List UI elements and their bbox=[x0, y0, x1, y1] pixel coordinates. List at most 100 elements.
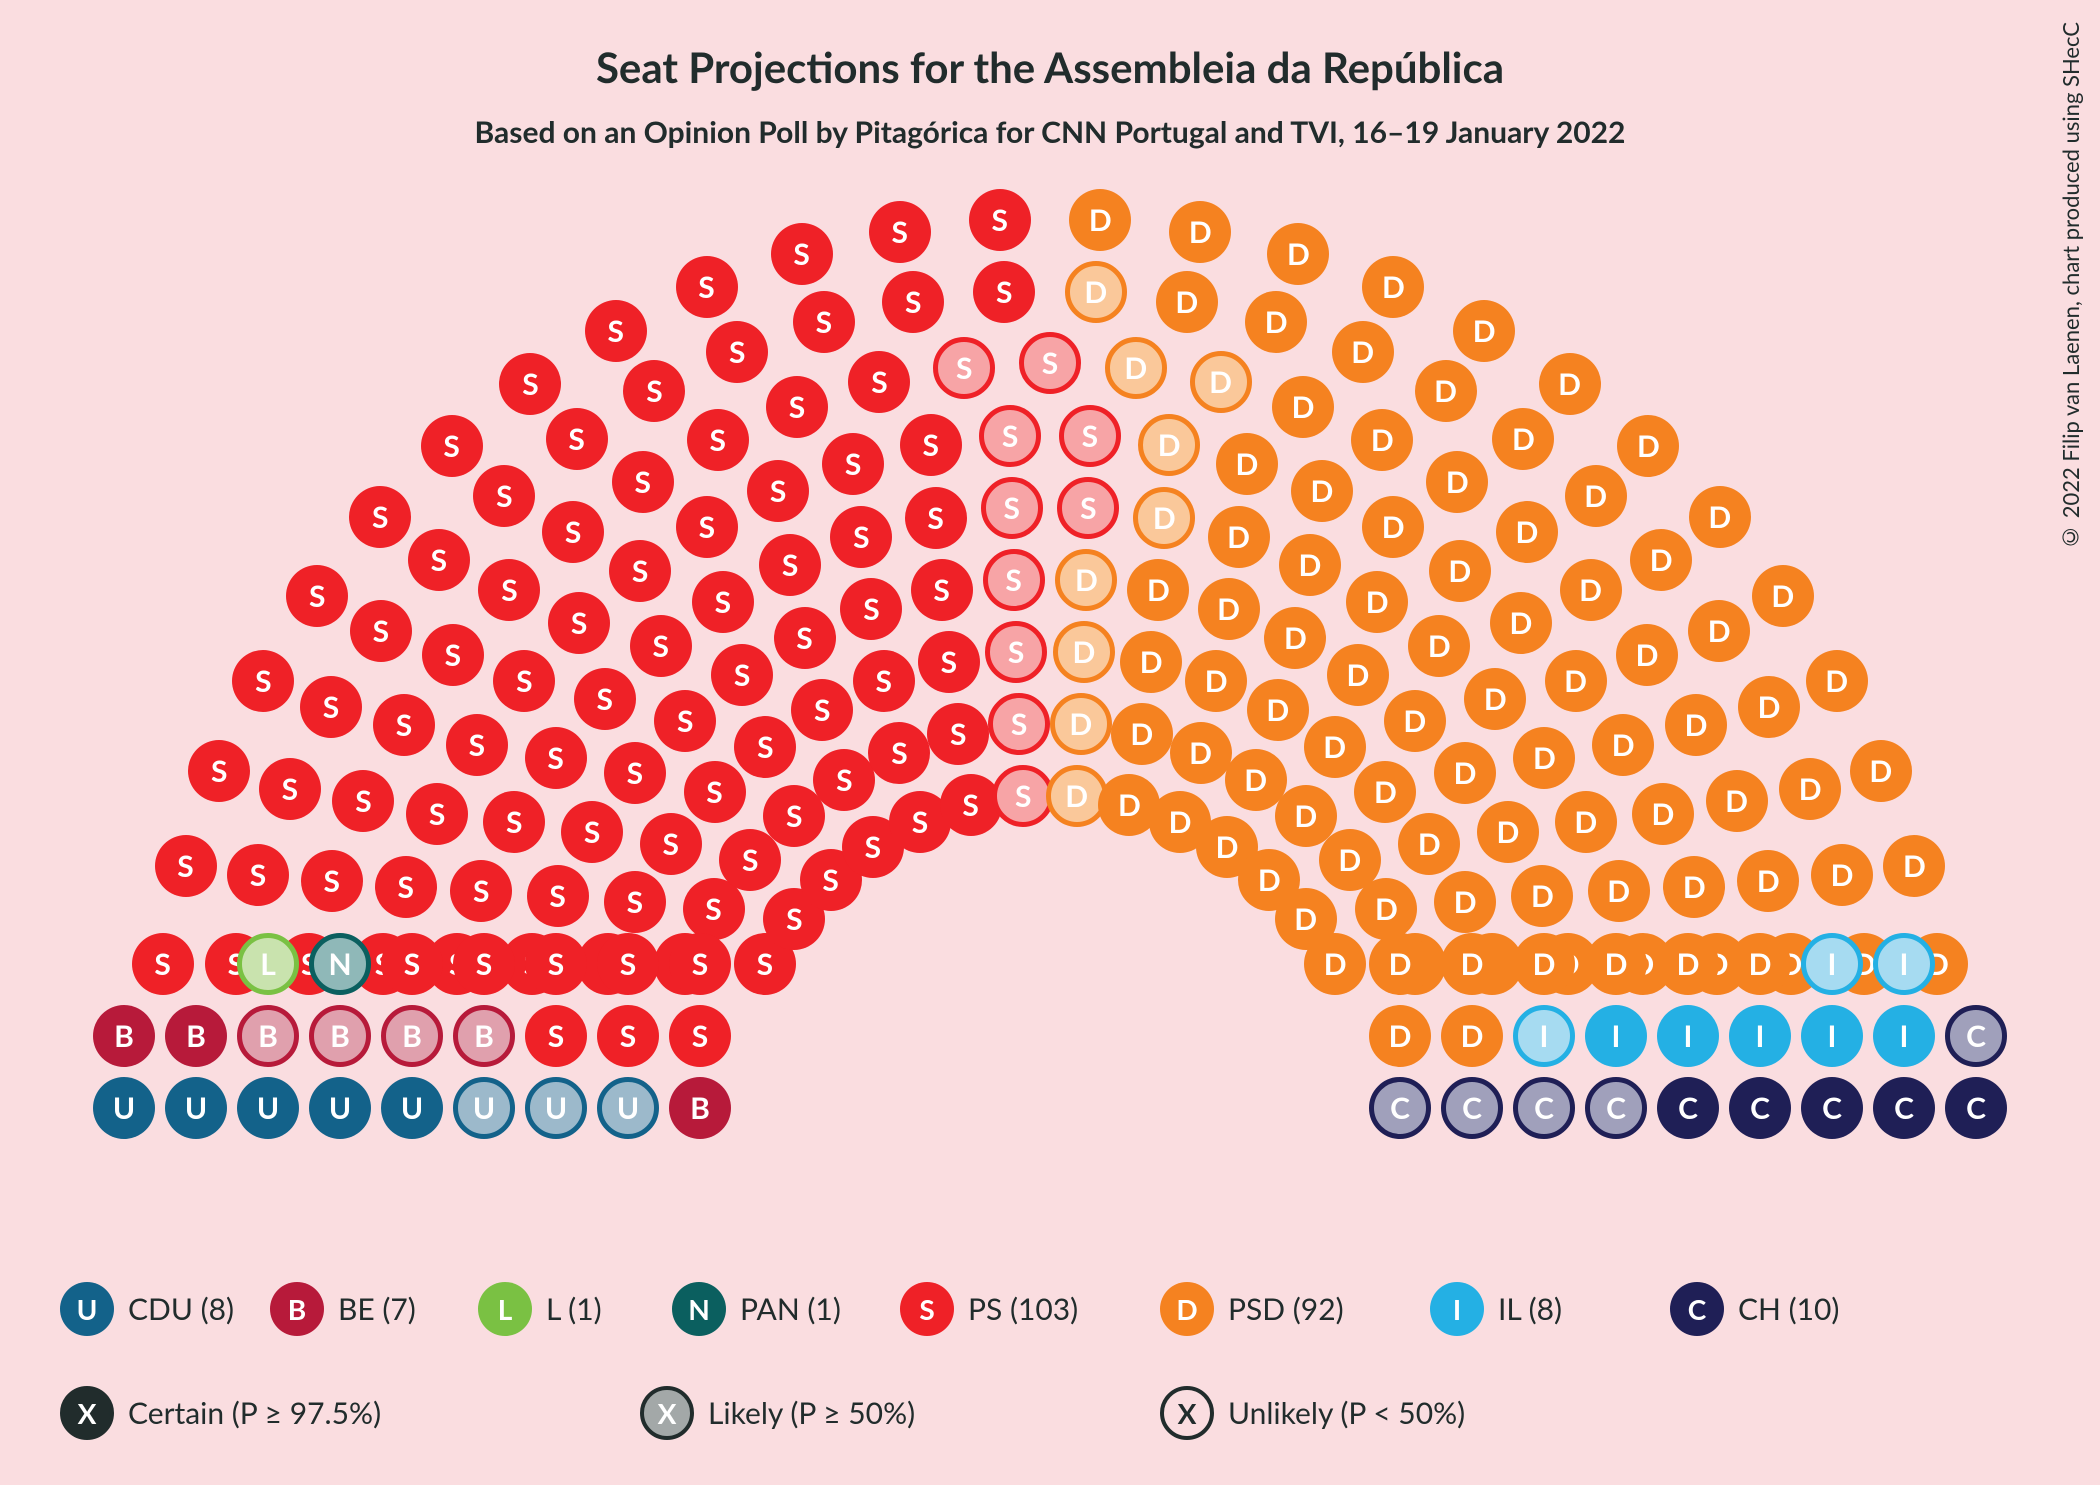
seat-psd: D bbox=[1511, 865, 1573, 927]
seat-ch: C bbox=[1873, 1077, 1935, 1139]
seat-psd: D bbox=[1630, 529, 1692, 591]
seat-letter: S bbox=[473, 876, 489, 906]
seat-letter: D bbox=[1351, 337, 1374, 367]
seat-letter: D bbox=[1708, 616, 1731, 646]
seat-letter: S bbox=[699, 512, 715, 542]
seat-ps: S bbox=[759, 534, 821, 596]
seat-ps: S bbox=[1059, 405, 1121, 467]
seat-psd: D bbox=[1729, 933, 1791, 995]
seat-letter: S bbox=[608, 316, 624, 346]
seat-letter: D bbox=[1118, 790, 1141, 820]
seat-letter: D bbox=[1434, 376, 1457, 406]
seat-psd: D bbox=[1170, 722, 1232, 784]
seat-letter: D bbox=[1140, 647, 1163, 677]
seat-letter: S bbox=[404, 949, 420, 979]
seat-letter: S bbox=[742, 845, 758, 875]
seat-letter: C bbox=[1966, 1093, 1986, 1123]
seat-be: B bbox=[165, 1005, 227, 1067]
seat-ps: S bbox=[597, 933, 659, 995]
seat-letter: D bbox=[1265, 307, 1288, 337]
seat-letter: D bbox=[1235, 449, 1258, 479]
seat-letter: S bbox=[865, 832, 881, 862]
seat-cdu: U bbox=[525, 1077, 587, 1139]
seat-psd: D bbox=[1065, 261, 1127, 323]
seat-psd: D bbox=[1632, 783, 1694, 845]
seat-letter: D bbox=[1382, 272, 1405, 302]
seat-cdu: U bbox=[597, 1077, 659, 1139]
seat-ps: S bbox=[132, 933, 194, 995]
seat-letter: D bbox=[1903, 851, 1926, 881]
seat-letter: S bbox=[1002, 421, 1018, 451]
seat-letter: D bbox=[1564, 666, 1587, 696]
seat-letter: D bbox=[1371, 425, 1394, 455]
legend-label: PS (103) bbox=[968, 1291, 1078, 1327]
legend-prob-swatch: X bbox=[640, 1386, 694, 1440]
seat-letter: C bbox=[1606, 1093, 1626, 1123]
seat-letter: D bbox=[1446, 467, 1469, 497]
legend-label: IL (8) bbox=[1498, 1291, 1562, 1327]
seat-ch: C bbox=[1369, 1077, 1431, 1139]
seat-letter: C bbox=[1894, 1093, 1914, 1123]
seat-psd: D bbox=[1272, 376, 1334, 438]
seat-cdu: U bbox=[93, 1077, 155, 1139]
seat-be: B bbox=[453, 1005, 515, 1067]
seat-letter: S bbox=[373, 616, 389, 646]
seat-letter: S bbox=[698, 272, 714, 302]
seat-letter: D bbox=[1075, 565, 1098, 595]
seat-psd: D bbox=[1737, 850, 1799, 912]
seat-letter: S bbox=[927, 503, 943, 533]
seat-letter: U bbox=[185, 1093, 207, 1123]
seat-ps: S bbox=[868, 722, 930, 784]
seat-letter: D bbox=[1757, 866, 1780, 896]
seat-letter: U bbox=[401, 1093, 423, 1123]
seat-ps: S bbox=[822, 433, 884, 495]
seat-ps: S bbox=[669, 1005, 731, 1067]
seat-letter: D bbox=[1209, 367, 1232, 397]
seat-ps: S bbox=[669, 933, 731, 995]
seat-il: I bbox=[1873, 1005, 1935, 1067]
seat-letter: D bbox=[1244, 765, 1267, 795]
seat-letter: D bbox=[1612, 730, 1635, 760]
seat-psd: D bbox=[1327, 644, 1389, 706]
legend-swatch: B bbox=[270, 1282, 324, 1336]
seat-letter: S bbox=[905, 287, 921, 317]
seat-letter: D bbox=[1771, 581, 1794, 611]
seat-psd: D bbox=[1555, 791, 1617, 853]
seat-letter: S bbox=[632, 556, 648, 586]
seat-psd: D bbox=[1539, 353, 1601, 415]
seat-ps: S bbox=[499, 353, 561, 415]
seat-psd: D bbox=[1545, 650, 1607, 712]
seat-psd: D bbox=[1513, 727, 1575, 789]
seat-letter: S bbox=[571, 608, 587, 638]
seat-cdu: U bbox=[237, 1077, 299, 1139]
seat-ps: S bbox=[561, 801, 623, 863]
seat-letter: S bbox=[620, 1021, 636, 1051]
seat-ps: S bbox=[548, 592, 610, 654]
seat-ps: S bbox=[546, 408, 608, 470]
seat-letter: S bbox=[469, 730, 485, 760]
seat-letter: D bbox=[1205, 666, 1228, 696]
seat-letter: C bbox=[1390, 1093, 1410, 1123]
seat-letter: S bbox=[729, 337, 745, 367]
seat-psd: D bbox=[1496, 501, 1558, 563]
seat-ps: S bbox=[609, 540, 671, 602]
chart-title: Seat Projections for the Assembleia da R… bbox=[0, 42, 2100, 92]
seat-letter: S bbox=[814, 695, 830, 725]
seat-letter: D bbox=[1324, 949, 1347, 979]
seat-letter: S bbox=[596, 684, 612, 714]
seat-letter: S bbox=[853, 522, 869, 552]
seat-ps: S bbox=[654, 690, 716, 752]
seat-letter: S bbox=[522, 369, 538, 399]
seat-psd: D bbox=[1453, 300, 1515, 362]
seat-letter: D bbox=[1484, 684, 1507, 714]
legend-item-psd: DPSD (92) bbox=[1160, 1282, 1344, 1336]
seat-letter: D bbox=[1227, 522, 1250, 552]
seat-letter: S bbox=[620, 949, 636, 979]
seat-psd: D bbox=[1850, 740, 1912, 802]
seat-letter: D bbox=[1677, 949, 1700, 979]
seat-psd: D bbox=[1415, 360, 1477, 422]
legend-prob-label: Likely (P ≥ 50%) bbox=[708, 1395, 915, 1431]
seat-letter: D bbox=[1683, 872, 1706, 902]
seat-letter: S bbox=[443, 431, 459, 461]
seat-letter: L bbox=[260, 949, 276, 979]
